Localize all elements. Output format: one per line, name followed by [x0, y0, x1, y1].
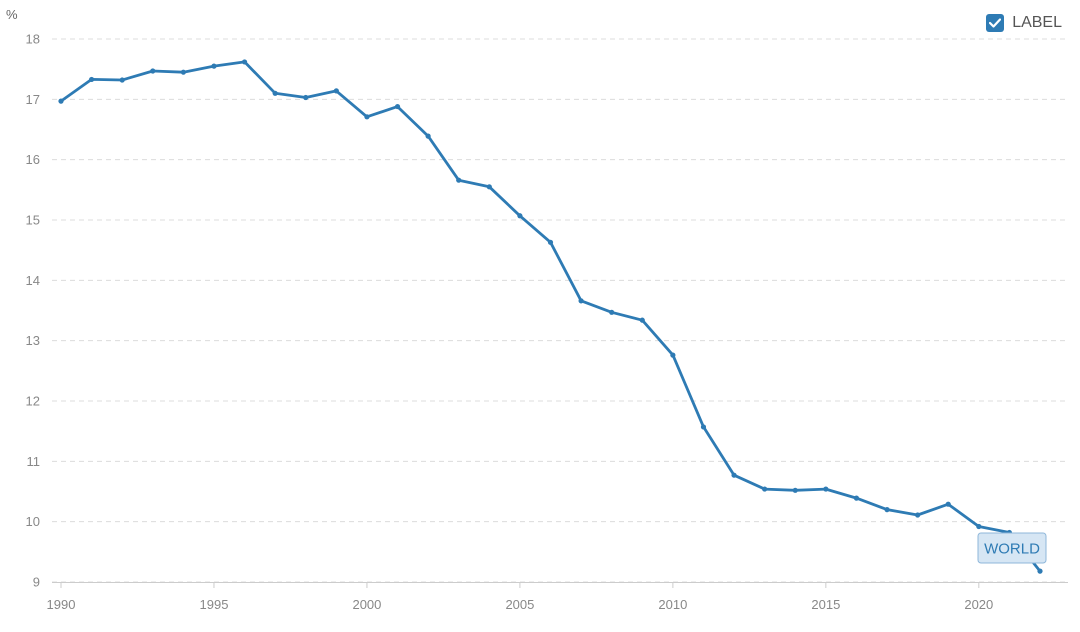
- data-point[interactable]: [456, 177, 462, 183]
- data-point[interactable]: [1037, 568, 1043, 574]
- data-point[interactable]: [517, 213, 523, 219]
- data-point[interactable]: [425, 133, 431, 139]
- data-point[interactable]: [639, 317, 645, 323]
- x-tick-label: 2000: [352, 597, 381, 612]
- data-point[interactable]: [700, 424, 707, 430]
- data-point[interactable]: [884, 507, 890, 513]
- data-point[interactable]: [976, 523, 982, 530]
- y-tick-label: 10: [26, 514, 40, 529]
- data-point[interactable]: [58, 98, 64, 104]
- x-tick-label: 2005: [505, 597, 534, 612]
- data-point[interactable]: [180, 69, 186, 75]
- y-tick-label: 18: [26, 32, 40, 47]
- legend-label: LABEL: [1012, 14, 1062, 31]
- data-point[interactable]: [853, 495, 860, 501]
- data-point[interactable]: [762, 486, 768, 492]
- y-tick-label: 11: [27, 454, 41, 469]
- series-label-box: [977, 532, 1047, 564]
- data-point[interactable]: [303, 94, 309, 101]
- data-point[interactable]: [731, 472, 737, 478]
- y-tick-label: 13: [26, 333, 40, 348]
- x-tick-label: 1995: [200, 597, 229, 612]
- data-point[interactable]: [823, 486, 829, 492]
- data-point[interactable]: [486, 184, 492, 190]
- checkmark-icon: [989, 18, 1002, 28]
- data-point[interactable]: [670, 352, 676, 358]
- y-axis-unit-label: %: [6, 7, 18, 22]
- data-point[interactable]: [915, 512, 921, 518]
- data-point[interactable]: [150, 68, 156, 74]
- data-point[interactable]: [547, 239, 554, 245]
- data-point[interactable]: [241, 59, 248, 65]
- series-label: WORLD: [984, 541, 1040, 558]
- data-point[interactable]: [211, 63, 217, 69]
- gridlines: [52, 38, 1068, 583]
- axis-ticks: 9 10 11 12 13 14 15 16 17 18 1990 1995 2000 2005 2010 2…: [26, 32, 994, 613]
- y-tick-label: 14: [26, 273, 40, 288]
- x-tick-label: 2015: [811, 597, 840, 612]
- series-world: [58, 59, 1043, 574]
- series-line: [59, 60, 1042, 573]
- data-point[interactable]: [333, 88, 339, 94]
- legend-toggle[interactable]: LABEL: [986, 14, 1062, 32]
- data-point[interactable]: [945, 501, 951, 507]
- data-point[interactable]: [119, 77, 125, 83]
- x-tick-label: 2020: [964, 597, 993, 612]
- data-point[interactable]: [792, 487, 798, 493]
- checkbox-checked-icon[interactable]: [986, 14, 1005, 32]
- x-tick-label: 1990: [47, 597, 76, 612]
- y-tick-label: 16: [26, 152, 40, 167]
- data-point[interactable]: [609, 309, 615, 315]
- series-label-group: WORLD: [977, 532, 1047, 564]
- data-point[interactable]: [364, 114, 370, 120]
- y-tick-label: 15: [26, 213, 40, 228]
- x-tick-label: 2010: [658, 597, 687, 612]
- y-tick-label: 17: [26, 92, 40, 107]
- y-tick-label: 9: [33, 575, 40, 590]
- data-point[interactable]: [272, 90, 278, 96]
- y-tick-label: 12: [26, 394, 40, 409]
- data-point[interactable]: [394, 103, 401, 110]
- data-point[interactable]: [88, 76, 95, 83]
- data-point[interactable]: [578, 298, 584, 304]
